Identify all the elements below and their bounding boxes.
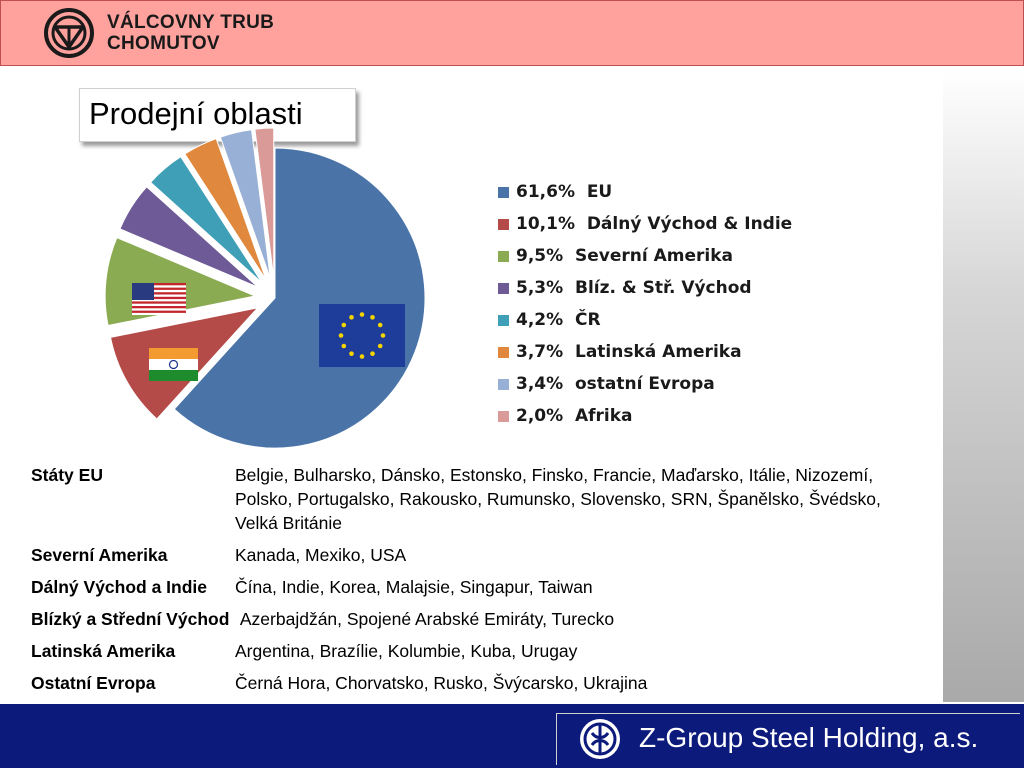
title-box: Prodejní oblasti: [79, 88, 356, 142]
us-flag-icon: [132, 283, 186, 315]
pie-chart: [104, 127, 426, 449]
region-row: Dálný Východ a Indie Čína, Indie, Korea, …: [31, 575, 911, 599]
legend-swatch: [498, 186, 509, 198]
footer-frame: [556, 713, 1020, 765]
company-logo-icon: [44, 8, 94, 58]
eu-flag-icon: [319, 304, 405, 367]
pie-slice: [119, 186, 259, 288]
region-countries: Černá Hora, Chorvatsko, Rusko, Švýcarsko…: [235, 673, 648, 693]
legend-label: 61,6% EU: [516, 182, 613, 202]
legend-swatch: [498, 218, 509, 230]
legend-label: 3,4% ostatní Evropa: [516, 374, 715, 394]
header-bar: VÁLCOVNY TRUB CHOMUTOV: [0, 0, 1024, 66]
region-countries: Kanada, Mexiko, USA: [235, 545, 407, 565]
region-countries: Belgie, Bulharsko, Dánsko, Estonsko, Fin…: [235, 465, 886, 533]
pie-slice: [149, 156, 263, 284]
region-countries: Čína, Indie, Korea, Malajsie, Singapur, …: [235, 577, 593, 597]
footer-bar: Z-Group Steel Holding, a.s.: [0, 704, 1024, 768]
page-title: Prodejní oblasti: [89, 96, 303, 131]
footer-company-name: Z-Group Steel Holding, a.s.: [639, 722, 979, 753]
region-name: Ostatní Evropa: [31, 673, 156, 693]
company-name-line1: VÁLCOVNY TRUB: [107, 12, 275, 33]
legend-swatch: [498, 346, 509, 358]
pie-slice: [173, 147, 426, 449]
region-name: Státy EU: [31, 465, 103, 485]
legend-item: 61,6% EU: [498, 176, 792, 208]
regions-table: Státy EU Belgie, Bulharsko, Dánsko, Eston…: [31, 463, 911, 703]
legend-label: 4,2% ČR: [516, 310, 601, 330]
legend-swatch: [498, 314, 509, 326]
region-name: Latinská Amerika: [31, 641, 176, 661]
region-countries: Azerbajdžán, Spojené Arabské Emiráty, Tu…: [235, 609, 615, 629]
pie-slice: [254, 127, 275, 279]
legend-item: 10,1% Dálný Východ & Indie: [498, 208, 792, 240]
legend-swatch: [498, 410, 509, 422]
legend-item: 2,0% Afrika: [498, 400, 792, 432]
legend-item: 3,7% Latinská Amerika: [498, 336, 792, 368]
chart-legend: 61,6% EU 10,1% Dálný Východ & Indie 9,5% S…: [498, 176, 792, 432]
company-name: VÁLCOVNY TRUB CHOMUTOV: [107, 12, 274, 54]
region-row: Ostatní Evropa Černá Hora, Chorvatsko, Ru…: [31, 671, 911, 695]
z-group-logo-icon: [580, 719, 620, 759]
legend-item: 5,3% Blíz. & Stř. Východ: [498, 272, 792, 304]
legend-label: 10,1% Dálný Východ & Indie: [516, 214, 793, 234]
pie-slices: [104, 127, 426, 449]
india-flag-icon: [149, 348, 198, 381]
region-name: Dálný Východ a Indie: [31, 577, 208, 597]
region-row: Severní Amerika Kanada, Mexiko, USA: [31, 543, 911, 567]
legend-item: 4,2% ČR: [498, 304, 792, 336]
legend-label: 2,0% Afrika: [516, 406, 633, 426]
legend-label: 5,3% Blíz. & Stř. Východ: [516, 278, 752, 298]
legend-item: 9,5% Severní Amerika: [498, 240, 792, 272]
decorative-side-band: [943, 70, 1024, 702]
region-name: Blízký a Střední Východ: [31, 609, 230, 629]
legend-swatch: [498, 378, 509, 390]
company-name-line2: CHOMUTOV: [107, 33, 220, 54]
legend-item: 3,4% ostatní Evropa: [498, 368, 792, 400]
legend-swatch: [498, 282, 509, 294]
legend-swatch: [498, 250, 509, 262]
pie-slice: [219, 129, 271, 279]
region-row: Latinská Amerika Argentina, Brazílie, Kol…: [31, 639, 911, 663]
region-row: Státy EU Belgie, Bulharsko, Dánsko, Eston…: [31, 463, 911, 535]
legend-label: 9,5% Severní Amerika: [516, 246, 733, 266]
region-countries: Argentina, Brazílie, Kolumbie, Kuba, Uru…: [235, 641, 578, 661]
legend-label: 3,7% Latinská Amerika: [516, 342, 742, 362]
region-row: Blízký a Střední Východ Azerbajdžán, Spo…: [31, 607, 911, 631]
region-name: Severní Amerika: [31, 545, 168, 565]
pie-slice: [184, 137, 267, 281]
